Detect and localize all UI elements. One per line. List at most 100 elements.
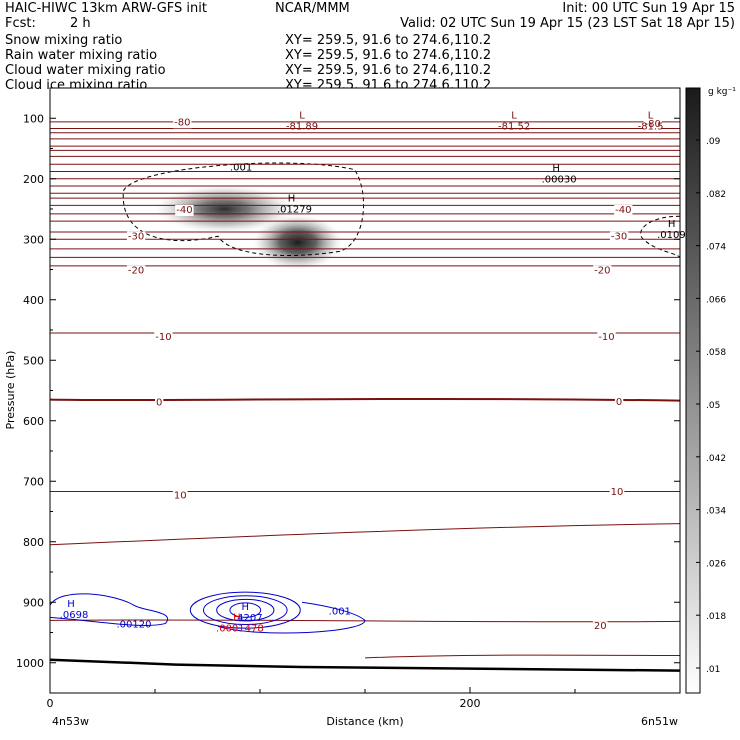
extremum-value: -81.5 — [638, 121, 664, 132]
extremum-marker: H — [233, 612, 241, 623]
cloud-water-contour-core-1 — [203, 595, 288, 626]
colorbar-ramp — [685, 87, 701, 694]
field-xy-rain: XY= 259.5, 91.6 to 274.6,110.2 — [285, 48, 491, 63]
colorbar-label: .026 — [706, 559, 726, 569]
isotherm-label-bg — [126, 231, 146, 243]
colorbar-label: .034 — [706, 507, 726, 517]
cloud-water-contour-core-3 — [229, 602, 262, 618]
right-endpoint-label: 6n51w — [641, 715, 678, 728]
colorbar-units: g kg⁻¹ — [708, 87, 736, 97]
plot-background — [50, 88, 680, 693]
y-tick-label: 500 — [23, 354, 44, 367]
y-tick-label: 900 — [23, 596, 44, 609]
y-tick-label: 300 — [23, 233, 44, 246]
isotherm-label: 0 — [156, 397, 162, 408]
isotherm-label: -30 — [128, 232, 144, 243]
extremum-value: .01279 — [277, 205, 312, 216]
extremum-marker: H — [668, 219, 676, 230]
isotherm-label-bg — [126, 265, 146, 277]
isotherm-label: 0 — [616, 397, 622, 408]
isotherm-label: -40 — [615, 205, 631, 216]
extremum-value: .01099 — [657, 230, 692, 241]
extremum-marker: H — [67, 599, 75, 610]
isotherm-label: -10 — [155, 332, 171, 343]
extremum-value: -81.52 — [498, 121, 530, 132]
colorbar-label: .018 — [706, 612, 726, 622]
extremum-value: .00030 — [542, 174, 577, 185]
colorbar-label: .074 — [706, 243, 726, 253]
isotherm-label-bg — [614, 205, 633, 216]
colorbar-label: .058 — [706, 348, 726, 358]
field-xy-snow: XY= 259.5, 91.6 to 274.6,110.2 — [285, 33, 491, 48]
y-tick-label: 200 — [23, 173, 44, 186]
isotherm-label: 20 — [594, 621, 607, 632]
x-tick-label: 200 — [460, 697, 481, 710]
cloud-ice-contour-east — [640, 215, 681, 258]
y-tick-label: 1000 — [16, 657, 44, 670]
left-endpoint-label: 4n53w — [52, 715, 89, 728]
isotherm-label-bg — [175, 205, 194, 216]
contour-label: .00120 — [117, 619, 152, 630]
extremum-marker: H — [552, 163, 560, 174]
colorbar-label: .042 — [706, 454, 726, 464]
isotherm-label: -40 — [176, 205, 192, 216]
colorbar-label: .05 — [706, 401, 720, 411]
y-tick-label: 800 — [23, 536, 44, 549]
field-name-rain: Rain water mixing ratio — [5, 48, 157, 63]
colorbar-label: .066 — [706, 295, 726, 305]
isotherm-label-bg — [597, 332, 616, 344]
isotherm-label: 10 — [174, 491, 187, 502]
extremum-value: .0698 — [60, 610, 89, 621]
isotherm-25 — [364, 654, 681, 659]
organization: NCAR/MMM — [275, 1, 350, 16]
isotherm-label: -80 — [174, 117, 190, 128]
y-axis-title: Pressure (hPa) — [4, 351, 17, 430]
cloud-water-contour-core-2 — [216, 598, 275, 622]
extremum-value: .4207 — [234, 613, 263, 624]
isotherm-label-bg — [609, 231, 629, 243]
colorbar-label: .01 — [706, 665, 720, 675]
y-tick-label: 600 — [23, 415, 44, 428]
init-time: Init: 00 UTC Sun 19 Apr 15 — [562, 1, 735, 16]
isotherm-label-bg — [614, 396, 624, 408]
field-name-snow: Snow mixing ratio — [5, 33, 122, 48]
isotherm-label: -80 — [645, 119, 661, 130]
x-axis-title: Distance (km) — [326, 715, 403, 728]
y-tick-label: 400 — [23, 294, 44, 307]
forecast-value: 2 h — [70, 16, 91, 31]
field-xy-cloud-water: XY= 259.5, 91.6 to 274.6,110.2 — [285, 63, 491, 78]
isotherm-15 — [49, 523, 681, 546]
extremum-value: .0001478 — [216, 623, 264, 634]
extremum-value: -81.89 — [286, 121, 318, 132]
contour-label: .001 — [230, 163, 252, 174]
x-tick-label: 0 — [47, 697, 54, 710]
isotherm-label: -30 — [611, 232, 627, 243]
terrain-line — [49, 658, 681, 672]
field-name-cloud-water: Cloud water mixing ratio — [5, 63, 166, 78]
cloud-water-contour-east — [217, 601, 366, 634]
isotherm-label-bg — [154, 332, 173, 344]
isotherm-label: -20 — [594, 266, 610, 277]
isotherm-0 — [49, 397, 681, 402]
extremum-marker: H — [242, 602, 250, 613]
extremum-marker: L — [299, 110, 305, 121]
plot-area: -80 -80-40 -40-30 -30-20 -20-10 -100 010 1020L-… — [49, 110, 692, 672]
colorbar: g kg⁻¹ .01 .018 .026 .034 .042 .05 .058 .066 .07… — [685, 87, 736, 694]
extremum-marker: L — [511, 110, 517, 121]
isotherm-label-bg — [155, 397, 164, 409]
isotherm-label-bg — [172, 490, 188, 502]
cloud-water-contour-core-0 — [189, 591, 301, 629]
isotherm-label-bg — [609, 486, 625, 498]
model-title: HAIC-HIWC 13km ARW-GFS init — [5, 1, 207, 16]
contour-label: .001 — [329, 607, 351, 618]
y-tick-label: 100 — [23, 112, 44, 125]
header: HAIC-HIWC 13km ARW-GFS init NCAR/MMM Ini… — [5, 1, 735, 93]
isotherm-label-bg — [592, 621, 608, 633]
isotherm-label-bg — [643, 119, 662, 131]
y-tick-label: 700 — [23, 475, 44, 488]
snow-shading-core — [252, 214, 343, 271]
forecast-label: Fcst: — [5, 16, 36, 31]
isotherm-label: -20 — [128, 266, 144, 277]
